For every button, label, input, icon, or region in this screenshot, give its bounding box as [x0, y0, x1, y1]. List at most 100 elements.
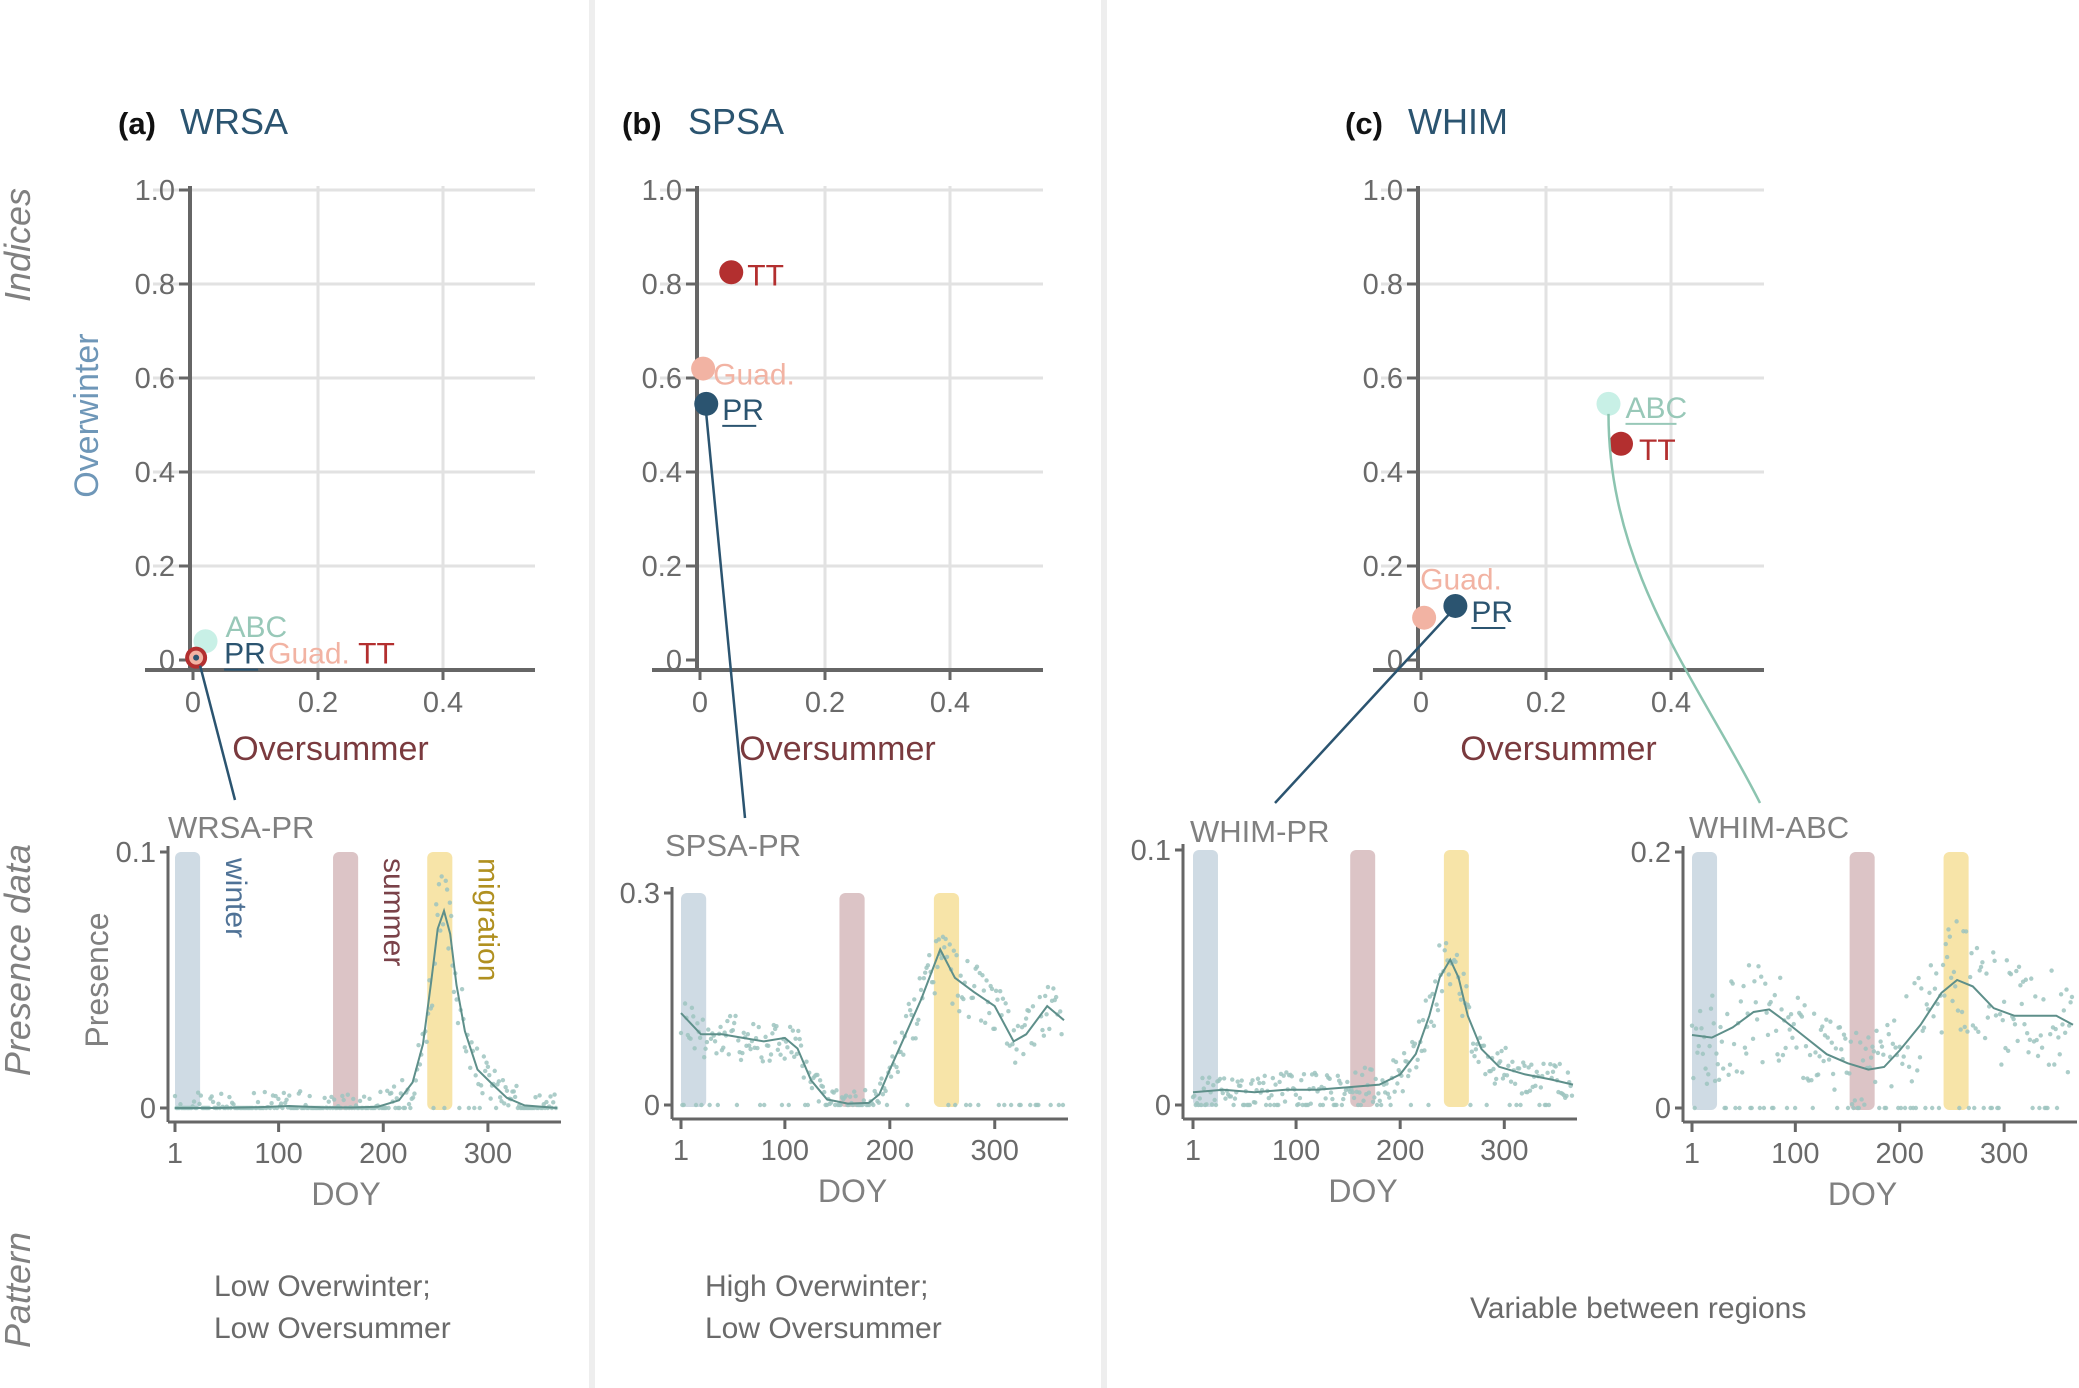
presence-point [2057, 1052, 2062, 1057]
presence-point [1434, 1002, 1439, 1007]
presence-point [502, 1101, 507, 1106]
presence-point [1821, 1058, 1826, 1064]
presence-point [477, 1105, 482, 1111]
presence-point [1030, 1004, 1036, 1009]
presence-point [958, 973, 963, 978]
presence-point [2061, 1008, 2067, 1013]
presence-point [424, 1039, 429, 1045]
presence-point [1697, 1008, 1703, 1014]
presence-point [1878, 1039, 1883, 1044]
connector-spsa-pr [705, 413, 747, 819]
point-label-pr: PR [1471, 596, 1513, 629]
presence-point [1277, 1079, 1282, 1085]
presence-point [1466, 1004, 1472, 1010]
presence-point [1481, 1043, 1487, 1048]
presence-point [1954, 919, 1959, 924]
presence-point [1420, 1017, 1426, 1023]
presence-point [1484, 1102, 1489, 1108]
presence-point [1334, 1102, 1339, 1108]
presence-point [548, 1094, 553, 1099]
presence-point [847, 1094, 853, 1099]
presence-point [1498, 1059, 1503, 1064]
presence-point [1213, 1102, 1219, 1108]
presence-point [1415, 1057, 1420, 1063]
presence-point [1537, 1102, 1542, 1108]
presence-point [1369, 1067, 1374, 1072]
presence-point [2060, 1022, 2065, 1027]
presence-point [341, 1097, 346, 1103]
presence-point [1744, 1051, 1749, 1056]
presence-point [1924, 1002, 1929, 1007]
presence-point [1948, 975, 1954, 980]
presence-point [1492, 1081, 1498, 1086]
presence-point [1280, 1091, 1285, 1097]
presence-point [1985, 1015, 1991, 1020]
presence-point [695, 1021, 700, 1026]
presence-point [514, 1083, 519, 1089]
season-label-winter: winter [219, 857, 252, 938]
presence-point [1392, 1089, 1397, 1094]
x-tick-label: 300 [1980, 1138, 2028, 1170]
presence-point [413, 1078, 419, 1083]
presence-point [198, 1093, 204, 1098]
presence-point [1495, 1051, 1500, 1056]
season-band-migration [933, 893, 960, 1107]
presence-point [921, 976, 927, 981]
presence-point [1247, 1102, 1253, 1108]
presence-point [1883, 1105, 1889, 1111]
presence-point [1269, 1093, 1274, 1098]
panel-tag: (c) [1345, 106, 1383, 141]
presence-point [400, 1077, 405, 1083]
presence-point [1266, 1095, 1271, 1101]
presence-point [485, 1064, 491, 1069]
presence-point [2054, 1105, 2060, 1111]
presence-point [1388, 1102, 1393, 1108]
presence-point [1204, 1102, 1209, 1107]
presence-point [1353, 1070, 1358, 1075]
x-tick-label: 200 [1376, 1135, 1424, 1167]
x-tick-label: 200 [359, 1138, 407, 1170]
presence-point [1022, 1023, 1027, 1028]
presence-point [1529, 1062, 1534, 1067]
presence-point [1959, 1009, 1965, 1015]
presence-point [2003, 1045, 2008, 1051]
presence-point [1468, 1102, 1473, 1108]
presence-point [757, 1102, 763, 1108]
presence-point [1211, 1082, 1216, 1088]
presence-point [386, 1105, 391, 1111]
presence-point [480, 1090, 485, 1096]
presence-point [862, 1087, 868, 1093]
presence-point [942, 945, 947, 950]
presence-point [1783, 1045, 1788, 1051]
presence-point [1834, 1105, 1840, 1111]
presence-point [976, 1102, 981, 1108]
presence-point [1866, 1035, 1871, 1040]
row-label-pattern: Pattern [0, 1232, 38, 1348]
presence-point [1358, 1102, 1364, 1108]
data-point-tt [1609, 431, 1633, 456]
index-plot-b: 0 0.2 0.4 0.6 0.8 1.0 0 0.2 0.4 Oversummer TT Guad.… [642, 175, 1043, 768]
season-band-summer [1849, 852, 1875, 1110]
presence-point [963, 1102, 969, 1108]
presence-point [227, 1094, 232, 1100]
presence-point [718, 1024, 723, 1030]
presence-point [1953, 984, 1958, 989]
x-tick-label: 200 [1876, 1138, 1924, 1170]
presence-point [1023, 1016, 1029, 1021]
presence-point [1799, 1014, 1805, 1019]
presence-point [1784, 1105, 1790, 1111]
presence-point [511, 1089, 516, 1094]
presence-point [961, 996, 966, 1002]
point-label-tt: TT [358, 638, 395, 671]
presence-point [417, 1062, 423, 1067]
season-label-migration: migration [471, 858, 504, 981]
presence-point [1220, 1090, 1225, 1096]
presence-point [838, 1102, 843, 1108]
presence-point [1519, 1091, 1525, 1096]
presence-point [1731, 1041, 1737, 1047]
presence-point [1231, 1102, 1236, 1108]
presence-point [1752, 979, 1757, 984]
presence-point [1718, 1024, 1723, 1030]
presence-point [1719, 1039, 1725, 1044]
